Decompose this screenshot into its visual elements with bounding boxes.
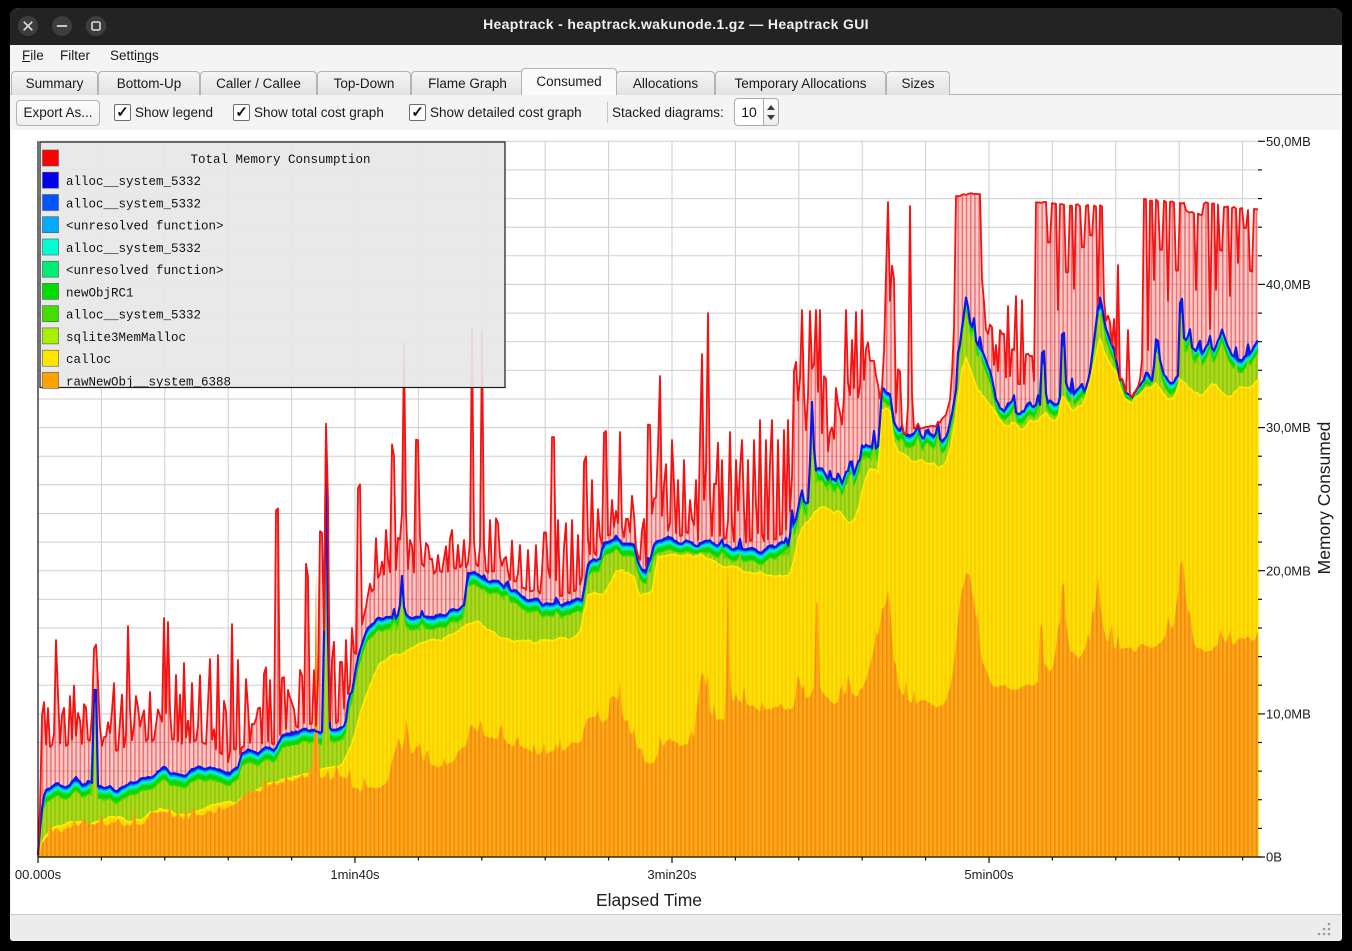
svg-text:30,0MB: 30,0MB xyxy=(1266,420,1311,435)
svg-text:0B: 0B xyxy=(1266,850,1282,865)
svg-text:rawNewObj__system_6388: rawNewObj__system_6388 xyxy=(66,375,231,389)
svg-text:newObjRC1: newObjRC1 xyxy=(66,286,134,300)
svg-text:10,0MB: 10,0MB xyxy=(1266,707,1311,722)
svg-text:alloc__system_5332: alloc__system_5332 xyxy=(66,175,201,189)
svg-text:50,0MB: 50,0MB xyxy=(1266,134,1311,149)
svg-text:alloc__system_5332: alloc__system_5332 xyxy=(66,309,201,323)
svg-text:1min40s: 1min40s xyxy=(330,867,380,882)
svg-text:Elapsed Time: Elapsed Time xyxy=(596,890,702,910)
svg-text:40,0MB: 40,0MB xyxy=(1266,277,1311,292)
svg-text:calloc: calloc xyxy=(66,353,111,367)
svg-text:Total Memory Consumption: Total Memory Consumption xyxy=(190,153,370,167)
svg-text:20,0MB: 20,0MB xyxy=(1266,563,1311,578)
svg-text:<unresolved function>: <unresolved function> xyxy=(66,264,224,278)
svg-text:alloc__system_5332: alloc__system_5332 xyxy=(66,198,201,212)
svg-text:00.000s: 00.000s xyxy=(15,867,62,882)
svg-text:sqlite3MemMalloc: sqlite3MemMalloc xyxy=(66,331,186,345)
svg-text:Memory Consumed: Memory Consumed xyxy=(1314,422,1334,575)
svg-text:<unresolved function>: <unresolved function> xyxy=(66,220,224,234)
svg-text:3min20s: 3min20s xyxy=(647,867,697,882)
svg-text:alloc__system_5332: alloc__system_5332 xyxy=(66,242,201,256)
svg-text:5min00s: 5min00s xyxy=(964,867,1014,882)
